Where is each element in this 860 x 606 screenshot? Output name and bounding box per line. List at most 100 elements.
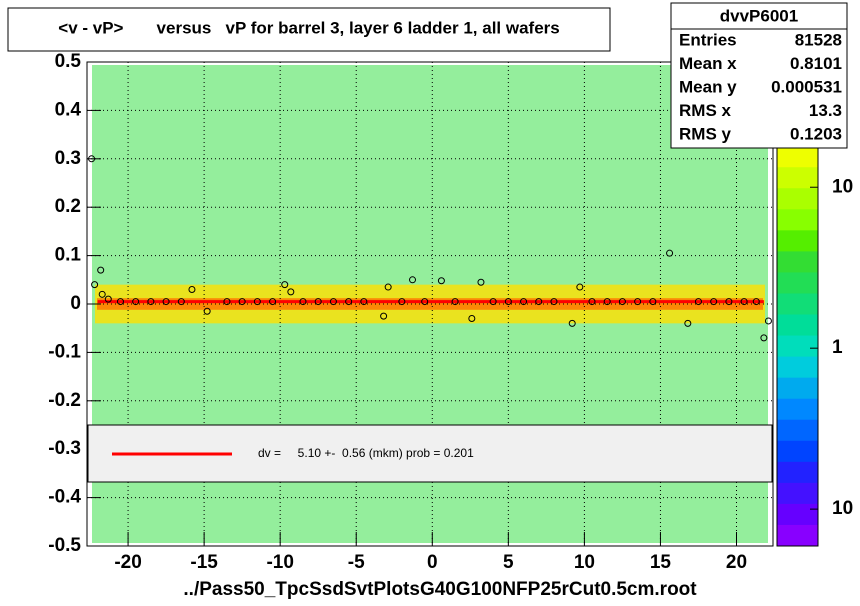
palette-cell — [777, 377, 818, 400]
x-tick-label: 15 — [650, 552, 672, 573]
palette-cell — [777, 461, 818, 484]
profile-point — [437, 277, 445, 285]
palette-cell — [777, 356, 818, 379]
stats-value: 81528 — [795, 30, 842, 49]
y-tick-label: 0.1 — [55, 245, 82, 266]
profile-point — [116, 298, 124, 306]
profile-point — [634, 298, 642, 306]
y-tick-label: -0.2 — [48, 390, 81, 411]
profile-point — [666, 249, 674, 257]
palette-cell — [777, 482, 818, 505]
palette-cell — [777, 146, 818, 168]
profile-point — [520, 298, 528, 306]
profile-point — [253, 298, 261, 306]
x-tick-label: 10 — [574, 552, 595, 573]
x-tick-label: 20 — [726, 552, 747, 573]
profile-point — [380, 312, 388, 320]
profile-point — [177, 298, 185, 306]
profile-point — [618, 298, 626, 306]
profile-point — [649, 298, 657, 306]
palette-cell — [777, 251, 818, 273]
palette-cell — [777, 524, 818, 547]
x-tick-label: -15 — [190, 552, 218, 573]
profile-point — [760, 334, 768, 342]
profile-point — [188, 285, 196, 293]
profile-point — [132, 298, 140, 306]
legend-text: dv = 5.10 +- 0.56 (mkm) prob = 0.201 — [258, 446, 474, 460]
palette-cell — [777, 314, 818, 337]
profile-point — [97, 266, 105, 274]
profile-point — [409, 276, 417, 284]
profile-point — [223, 298, 231, 306]
stats-box — [670, 2, 848, 149]
profile-point — [764, 317, 772, 325]
profile-point — [568, 319, 576, 327]
stats-label: Mean y — [679, 77, 737, 96]
z-tick-label: 10 — [832, 176, 853, 197]
stats-label: RMS y — [679, 124, 732, 143]
profile-point — [725, 298, 733, 306]
profile-point — [576, 283, 584, 291]
y-tick-label: -0.4 — [48, 487, 81, 508]
profile-point — [281, 281, 289, 289]
profile-point — [329, 298, 337, 306]
x-tick-label: 5 — [503, 552, 514, 573]
stats-value: 13.3 — [809, 101, 842, 120]
profile-point — [91, 281, 99, 289]
profile-point — [451, 298, 459, 306]
profile-point — [299, 298, 307, 306]
profile-point — [104, 295, 112, 303]
profile-point — [710, 298, 718, 306]
stats-label: RMS x — [679, 101, 732, 120]
profile-point — [421, 298, 429, 306]
palette-cell — [777, 398, 818, 421]
profile-point — [752, 298, 760, 306]
stats-label: Entries — [679, 30, 737, 49]
profile-point — [88, 155, 96, 163]
profile-point — [98, 290, 106, 298]
profile-point — [360, 298, 368, 306]
profile-point — [287, 288, 295, 296]
stats-value: 0.8101 — [790, 54, 842, 73]
y-tick-label: 0.5 — [55, 51, 82, 72]
profile-point — [238, 298, 246, 306]
y-tick-label: 0.3 — [55, 148, 81, 169]
density-peak — [97, 298, 763, 310]
z-tick-label: 10 — [832, 498, 853, 519]
profile-point — [269, 298, 277, 306]
profile-point — [740, 298, 748, 306]
x-tick-label: 0 — [427, 552, 438, 573]
profile-point — [489, 298, 497, 306]
footer: ../Pass50_TpcSsdSvtPlotsG40G100NFP25rCut… — [183, 579, 697, 600]
profile-point — [535, 298, 543, 306]
x-tick-label: -5 — [348, 552, 365, 573]
profile-point — [477, 278, 485, 286]
stats-title: dvvP6001 — [720, 6, 798, 25]
profile-point — [314, 298, 322, 306]
palette-cell — [777, 167, 818, 189]
palette-cell — [777, 293, 818, 316]
y-tick-label: -0.3 — [48, 438, 81, 459]
profile-point — [162, 298, 170, 306]
y-tick-label: -0.5 — [48, 535, 81, 556]
profile-point — [504, 298, 512, 306]
palette-cell — [777, 230, 818, 252]
profile-point — [588, 298, 596, 306]
z-tick-label: 1 — [832, 337, 843, 358]
profile-point — [345, 298, 353, 306]
profile-point — [694, 298, 702, 306]
profile-point — [203, 307, 211, 315]
palette-cell — [777, 272, 818, 294]
title-box — [7, 7, 611, 52]
x-tick-label: -20 — [114, 552, 141, 573]
profile-point — [684, 319, 692, 327]
profile-point — [398, 298, 406, 306]
palette-cell — [777, 440, 818, 463]
y-tick-label: 0.2 — [55, 196, 81, 217]
stats-value: 0.000531 — [771, 77, 842, 96]
stats-label: Mean x — [679, 54, 737, 73]
palette-cell — [777, 419, 818, 442]
palette-cell — [777, 503, 818, 526]
y-tick-label: 0.4 — [55, 99, 82, 120]
